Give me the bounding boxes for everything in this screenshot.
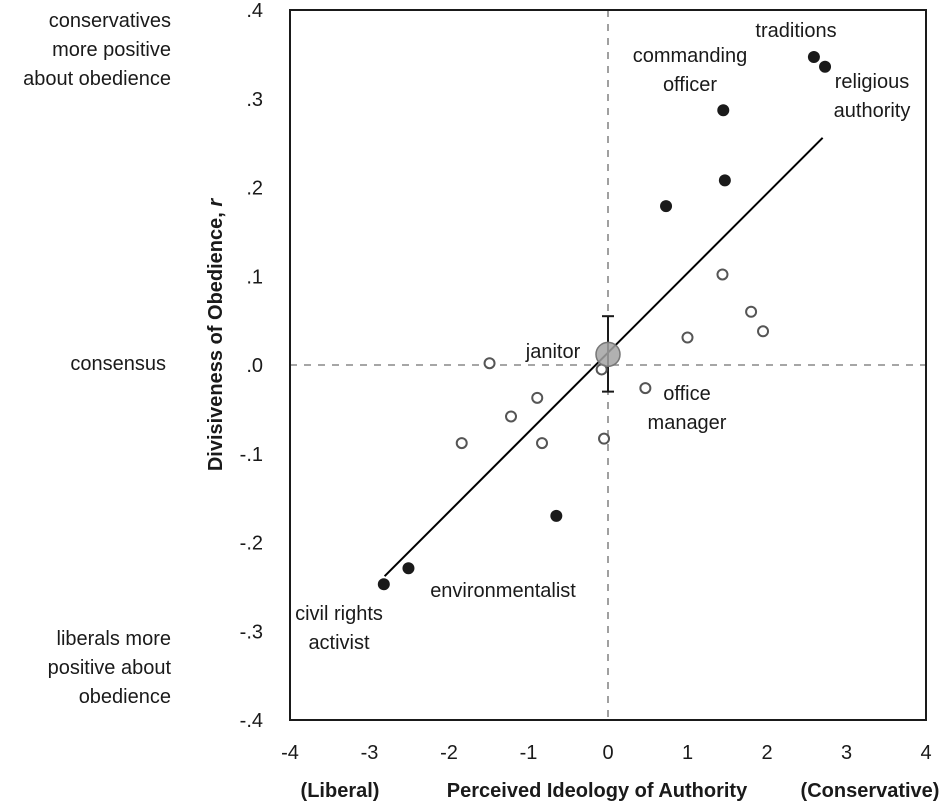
annotation-line: traditions bbox=[755, 20, 836, 42]
point-annotations: traditions commanding officer religious auth… bbox=[295, 20, 910, 654]
y-tick-label: -.2 bbox=[240, 533, 263, 555]
annotation-religious-authority: religious authority bbox=[834, 71, 911, 122]
side-notes: conservatives more positive about obedienc… bbox=[23, 10, 171, 708]
y-tick-label: -.1 bbox=[240, 444, 263, 466]
janitor-point bbox=[595, 341, 621, 368]
y-tick-label: .1 bbox=[246, 266, 263, 288]
x-tick-label: 3 bbox=[841, 742, 852, 764]
side-note-line: liberals more bbox=[57, 628, 171, 650]
side-note-line: positive about bbox=[48, 657, 172, 679]
open-point bbox=[531, 391, 544, 404]
annotation-line: officer bbox=[663, 74, 717, 96]
y-tick-label: -.3 bbox=[240, 621, 263, 643]
x-axis-label-right: (Conservative) bbox=[801, 780, 940, 802]
filled-point bbox=[807, 51, 820, 64]
y-tick-label: .3 bbox=[246, 89, 263, 111]
open-point bbox=[598, 432, 611, 445]
y-axis-title: Divisiveness of Obedience, r bbox=[205, 198, 227, 472]
filled-point bbox=[377, 578, 390, 591]
open-point bbox=[681, 331, 694, 344]
open-point bbox=[716, 268, 729, 281]
data-points bbox=[377, 51, 832, 591]
annotation-civil-rights-activist: civil rights activist bbox=[295, 603, 383, 654]
annotation-office-manager: office manager bbox=[648, 383, 727, 434]
open-point bbox=[745, 305, 758, 318]
x-axis-label-left: (Liberal) bbox=[301, 780, 380, 802]
annotation-line: civil rights bbox=[295, 603, 383, 625]
x-tick-label: -2 bbox=[440, 742, 458, 764]
filled-point bbox=[550, 509, 563, 522]
side-note-line: consensus bbox=[70, 353, 166, 375]
annotation-line: office bbox=[663, 383, 710, 405]
y-tick-labels: .4 .3 .2 .1 .0 -.1 -.2 -.3 -.4 bbox=[240, 0, 263, 732]
x-tick-label: -3 bbox=[361, 742, 379, 764]
x-tick-label: 0 bbox=[602, 742, 613, 764]
y-axis-title-main: Divisiveness of Obedience, bbox=[205, 207, 227, 472]
x-tick-label: 4 bbox=[920, 742, 931, 764]
annotation-traditions: traditions bbox=[755, 20, 836, 42]
side-note-line: obedience bbox=[79, 686, 171, 708]
open-point bbox=[483, 357, 496, 370]
annotation-line: manager bbox=[648, 412, 727, 434]
open-point bbox=[536, 437, 549, 450]
y-tick-label: -.4 bbox=[240, 710, 263, 732]
y-tick-label: .0 bbox=[246, 355, 263, 377]
plot-frame bbox=[289, 9, 927, 721]
annotation-janitor: janitor bbox=[525, 341, 581, 363]
open-point bbox=[455, 437, 468, 450]
side-note-line: conservatives bbox=[49, 10, 171, 32]
side-note-line: more positive bbox=[52, 39, 171, 61]
x-tick-label: -4 bbox=[281, 742, 299, 764]
filled-point bbox=[717, 104, 730, 117]
filled-point bbox=[402, 562, 415, 575]
annotation-line: authority bbox=[834, 100, 911, 122]
annotation-line: commanding bbox=[633, 45, 748, 67]
y-tick-label: .2 bbox=[246, 178, 263, 200]
annotation-line: janitor bbox=[525, 341, 581, 363]
open-point bbox=[505, 410, 518, 423]
x-tick-label: 2 bbox=[761, 742, 772, 764]
annotation-line: environmentalist bbox=[430, 580, 576, 602]
annotation-environmentalist: environmentalist bbox=[430, 580, 576, 602]
filled-point bbox=[718, 174, 731, 187]
x-tick-labels: -4 -3 -2 -1 0 1 2 3 4 bbox=[281, 742, 931, 764]
annotation-line: activist bbox=[308, 632, 370, 654]
filled-point bbox=[819, 60, 832, 73]
open-point bbox=[639, 382, 652, 395]
y-tick-label: .4 bbox=[246, 0, 263, 22]
filled-point bbox=[660, 200, 673, 213]
annotation-commanding-officer: commanding officer bbox=[633, 45, 748, 96]
annotation-line: religious bbox=[835, 71, 909, 93]
x-tick-label: 1 bbox=[682, 742, 693, 764]
side-note-bottom: liberals more positive about obedience bbox=[48, 628, 172, 708]
y-axis-title-italic: r bbox=[205, 198, 227, 207]
side-note-middle: consensus bbox=[70, 353, 166, 375]
side-note-top: conservatives more positive about obedienc… bbox=[23, 10, 171, 90]
x-tick-label: -1 bbox=[520, 742, 538, 764]
side-note-line: about obedience bbox=[23, 68, 171, 90]
x-axis-title: Perceived Ideology of Authority bbox=[447, 780, 748, 802]
open-point bbox=[757, 325, 770, 338]
